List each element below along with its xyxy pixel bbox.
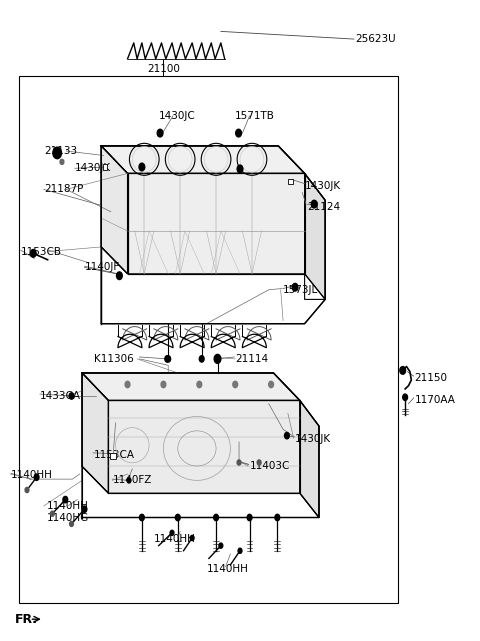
Circle shape	[30, 249, 36, 257]
Circle shape	[60, 160, 64, 165]
Circle shape	[175, 514, 180, 520]
Text: 1573JL: 1573JL	[283, 285, 318, 296]
Text: 21187P: 21187P	[44, 185, 83, 194]
Text: 1430JK: 1430JK	[295, 434, 331, 444]
Polygon shape	[128, 173, 305, 274]
Circle shape	[237, 165, 243, 173]
Text: 21150: 21150	[415, 373, 448, 383]
Circle shape	[140, 514, 144, 520]
Circle shape	[214, 354, 221, 363]
Bar	[103, 165, 108, 170]
Circle shape	[125, 381, 130, 388]
Circle shape	[70, 521, 73, 526]
Circle shape	[199, 356, 204, 362]
Text: 1170AA: 1170AA	[415, 395, 456, 405]
Circle shape	[53, 147, 61, 159]
Text: 1153CB: 1153CB	[21, 247, 62, 257]
Circle shape	[139, 163, 145, 171]
Text: 1430JK: 1430JK	[305, 181, 341, 191]
Text: 21133: 21133	[44, 146, 77, 156]
Polygon shape	[101, 146, 305, 173]
Circle shape	[257, 460, 261, 465]
Text: 21100: 21100	[147, 64, 180, 74]
Text: 1140HG: 1140HG	[47, 513, 89, 522]
Circle shape	[127, 478, 131, 483]
Circle shape	[237, 460, 241, 465]
Text: 1153CA: 1153CA	[94, 450, 135, 460]
Circle shape	[63, 496, 68, 503]
Text: 1140HH: 1140HH	[206, 563, 248, 574]
Circle shape	[236, 129, 241, 137]
Text: 25623U: 25623U	[355, 34, 396, 44]
Circle shape	[190, 535, 194, 540]
Circle shape	[403, 394, 408, 401]
Circle shape	[269, 381, 274, 388]
Text: 21114: 21114	[235, 354, 268, 364]
Polygon shape	[101, 146, 128, 274]
Circle shape	[197, 381, 202, 388]
Text: 1140HH: 1140HH	[47, 501, 88, 511]
Circle shape	[219, 543, 223, 548]
Polygon shape	[300, 401, 319, 517]
Text: 1430JK: 1430JK	[75, 163, 111, 173]
Text: 11403C: 11403C	[250, 462, 290, 471]
Text: 1140JF: 1140JF	[84, 262, 120, 272]
Text: 21124: 21124	[307, 202, 340, 212]
Circle shape	[170, 530, 174, 535]
Circle shape	[157, 129, 163, 137]
Polygon shape	[82, 373, 300, 401]
Text: 1140HH: 1140HH	[154, 534, 196, 544]
Text: FR.: FR.	[15, 613, 38, 626]
Text: K11306: K11306	[94, 354, 134, 364]
Text: 1571TB: 1571TB	[235, 111, 275, 121]
Text: 1433CA: 1433CA	[40, 391, 81, 401]
Circle shape	[214, 514, 218, 520]
Circle shape	[238, 548, 242, 553]
Circle shape	[275, 514, 280, 520]
Text: 1430JC: 1430JC	[158, 111, 195, 121]
Circle shape	[285, 433, 289, 439]
Polygon shape	[82, 373, 108, 493]
Bar	[19, 76, 398, 603]
Circle shape	[400, 367, 406, 374]
Text: 1140HH: 1140HH	[11, 470, 53, 480]
Circle shape	[117, 272, 122, 279]
Polygon shape	[108, 401, 300, 493]
Circle shape	[34, 474, 39, 480]
Circle shape	[166, 356, 170, 362]
Circle shape	[69, 393, 74, 399]
Polygon shape	[305, 173, 325, 299]
Circle shape	[161, 381, 166, 388]
Circle shape	[312, 200, 317, 208]
Circle shape	[50, 511, 54, 516]
Circle shape	[82, 506, 87, 512]
Circle shape	[292, 283, 298, 291]
Circle shape	[165, 356, 169, 362]
Circle shape	[233, 381, 238, 388]
Bar	[110, 453, 116, 460]
Circle shape	[25, 487, 29, 492]
Text: 1140FZ: 1140FZ	[113, 476, 153, 485]
Bar	[288, 178, 293, 183]
Circle shape	[247, 514, 252, 520]
